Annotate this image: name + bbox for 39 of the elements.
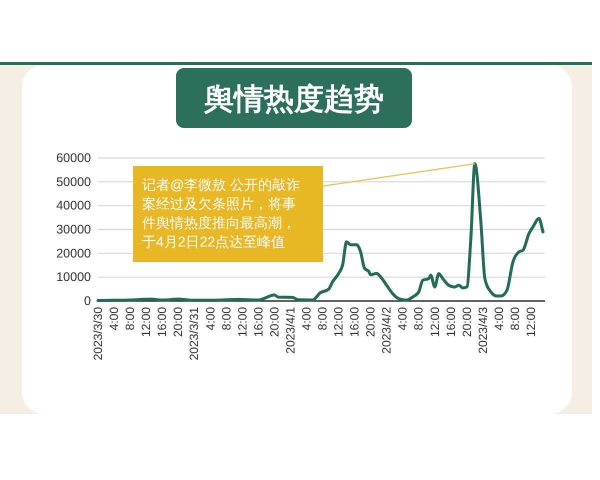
x-tick-label: 20:00 xyxy=(364,307,378,338)
x-tick-label: 12:00 xyxy=(235,307,250,338)
y-tick-label: 0 xyxy=(84,294,91,308)
x-tick-label: 4:00 xyxy=(396,307,410,330)
x-tick-label: 2023/3/31 xyxy=(187,307,202,360)
x-tick-label: 2023/4/1 xyxy=(283,307,298,354)
x-tick-label: 16:00 xyxy=(348,307,362,338)
x-tick-label: 4:00 xyxy=(203,307,218,330)
y-tick-label: 10000 xyxy=(56,270,91,284)
annotation: 记者@李微敖 公开的敲诈案经过及欠条照片，将事件舆情热度推向最高潮，于4月2日22点达至峰值 xyxy=(142,176,300,250)
x-tick-label: 4:00 xyxy=(492,307,506,330)
x-tick-label: 8:00 xyxy=(316,307,330,330)
x-tick-label: 16:00 xyxy=(251,307,266,338)
x-tick-label: 20:00 xyxy=(171,307,186,338)
x-tick-label: 8:00 xyxy=(412,307,426,330)
y-tick-label: 30000 xyxy=(56,222,91,236)
y-tick-label: 20000 xyxy=(56,246,91,260)
x-tick-label: 2023/4/2 xyxy=(380,307,394,354)
x-tick-label: 12:00 xyxy=(524,307,538,338)
annotation: 记者@李微敖 公开的敲诈案经过及欠条照片，将事件舆情热度推向最高潮，于4月2日22点达至峰值 xyxy=(133,163,475,262)
y-tick-label: 50000 xyxy=(56,174,91,189)
y-tick-label: 60000 xyxy=(56,151,91,165)
y-tick-label: 40000 xyxy=(56,198,91,213)
chart-title: 舆情热度趋势 xyxy=(203,82,384,116)
x-tick-label: 12:00 xyxy=(332,307,346,338)
x-tick-label: 20:00 xyxy=(267,307,282,338)
x-tick-label: 12:00 xyxy=(428,307,442,338)
x-tick-label: 16:00 xyxy=(155,307,170,338)
x-tick-label: 8:00 xyxy=(508,307,522,330)
x-tick-label: 4:00 xyxy=(299,307,314,330)
x-tick-label: 8:00 xyxy=(219,307,234,330)
x-tick-label: 2023/3/30 xyxy=(91,307,105,360)
x-tick-label: 12:00 xyxy=(139,307,154,338)
x-tick-label: 8:00 xyxy=(123,307,138,330)
title: 舆情热度趋势 xyxy=(176,68,412,128)
x-tick-label: 20:00 xyxy=(460,307,474,338)
x-tick-label: 4:00 xyxy=(107,307,122,330)
x-tick-label: 2023/4/3 xyxy=(476,307,490,354)
x-tick-label: 16:00 xyxy=(444,307,458,338)
